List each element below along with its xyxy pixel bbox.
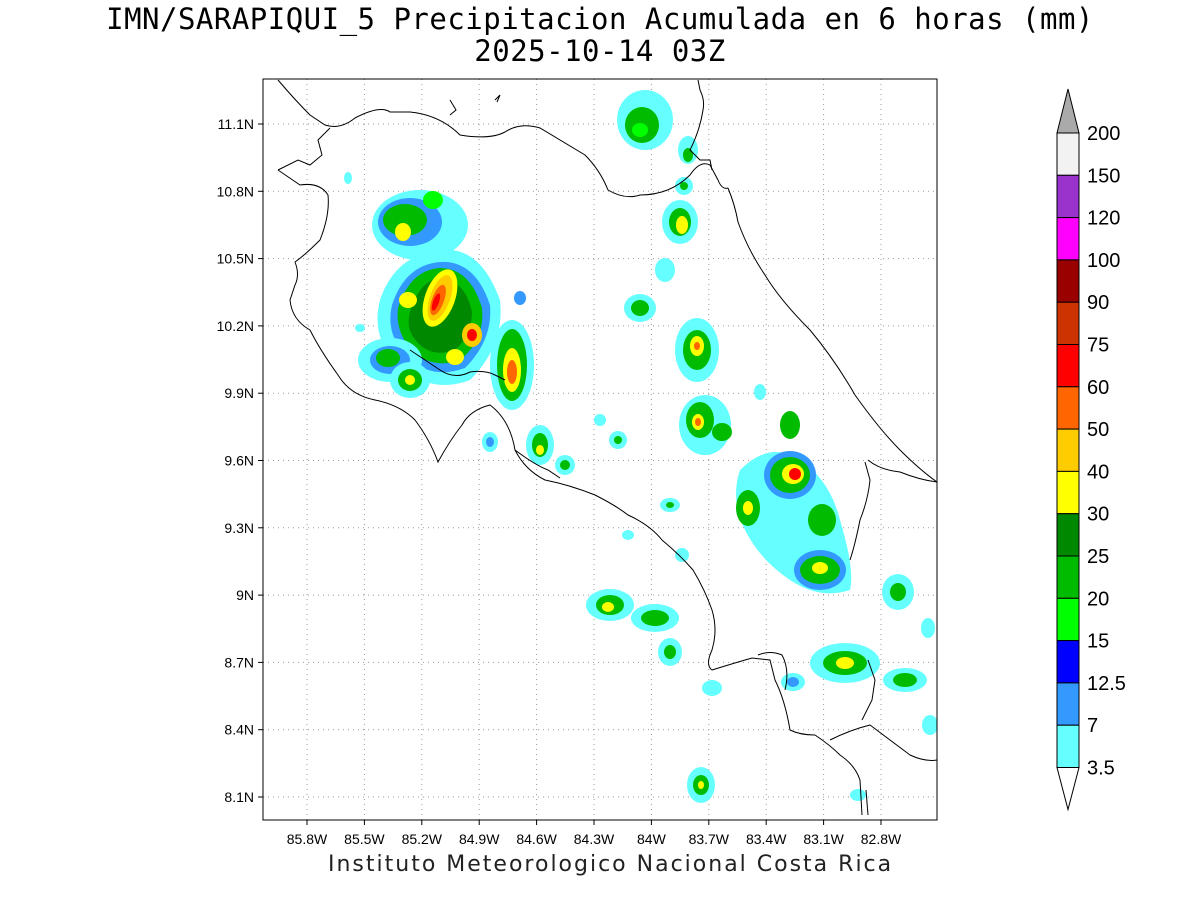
lon-tick-label: 83.1W [803, 831, 844, 847]
footer-credit: Instituto Meteorologico Nacional Costa R… [328, 852, 894, 877]
colorbar-swatch [1056, 259, 1080, 303]
colorbar-label: 25 [1087, 546, 1109, 568]
lon-tick-label: 82.8W [861, 831, 902, 847]
colorbar-label: 12.5 [1087, 673, 1126, 695]
lat-tick-label: 9.9N [224, 385, 254, 401]
colorbar-swatch [1056, 470, 1080, 515]
map-frame [262, 78, 938, 821]
precip-scattered [344, 172, 935, 638]
colorbar-label: 7 [1087, 715, 1098, 737]
lat-tick-label: 11.1N [218, 116, 254, 132]
precip-cell-main [377, 249, 501, 385]
precip-cell-south [586, 574, 937, 803]
precip-cell-nw [372, 190, 468, 260]
colorbar-cap-top [1056, 88, 1080, 134]
colorbar: 200 150 120 100 90 75 60 50 40 30 25 20 15 12.5 7 3.5 [1056, 88, 1126, 812]
colorbar-swatch [1056, 428, 1080, 472]
colorbar-label: 100 [1087, 250, 1120, 272]
lat-tick-label: 8.1N [224, 789, 254, 805]
colorbar-swatch [1056, 217, 1080, 261]
colorbar-swatch [1056, 132, 1080, 176]
lat-tick-label: 10.8N [217, 183, 254, 199]
lat-tick-label: 10.5N [217, 251, 254, 267]
colorbar-swatch [1056, 386, 1080, 430]
precip-cell-ne [617, 90, 698, 322]
colorbar-swatch [1056, 301, 1080, 346]
lon-tick-label: 85.5W [344, 831, 385, 847]
precipitation-field [344, 90, 937, 803]
longitude-axis: 85.8W 85.5W 85.2W 84.9W 84.6W 84.3W 84W 83.7W 83… [287, 820, 902, 847]
lat-tick-label: 8.7N [224, 654, 254, 670]
lon-tick-label: 83.7W [689, 831, 730, 847]
colorbar-label: 200 [1087, 123, 1120, 145]
colorbar-label: 60 [1087, 377, 1109, 399]
colorbar-swatch [1056, 513, 1080, 557]
colorbar-label: 3.5 [1087, 758, 1115, 780]
colorbar-swatch [1056, 724, 1080, 769]
colorbar-label: 30 [1087, 504, 1109, 526]
lat-tick-label: 10.2N [217, 318, 254, 334]
lon-tick-label: 84.6W [516, 831, 557, 847]
colorbar-swatch [1056, 640, 1080, 684]
colorbar-label: 120 [1087, 208, 1120, 230]
colorbar-swatch [1056, 344, 1080, 388]
colorbar-label: 40 [1087, 461, 1109, 483]
lon-tick-label: 84W [637, 831, 667, 847]
lat-tick-label: 9.6N [224, 453, 254, 469]
latitude-axis: 11.1N 10.8N 10.5N 10.2N 9.9N 9.6N 9.3N 9N 8.7N 8.… [217, 116, 263, 805]
lat-tick-label: 9N [236, 587, 254, 603]
colorbar-label: 15 [1087, 631, 1109, 653]
lon-tick-label: 85.2W [402, 831, 443, 847]
colorbar-label: 75 [1087, 335, 1109, 357]
precip-cell-central [490, 320, 575, 475]
colorbar-swatch [1056, 174, 1080, 219]
colorbar-label: 90 [1087, 292, 1109, 314]
lon-tick-label: 85.8W [287, 831, 328, 847]
lat-tick-label: 8.4N [224, 722, 254, 738]
map-title: IMN/SARAPIQUI_5 Precipitacion Acumulada … [106, 2, 1094, 36]
map-subtitle-date: 2025-10-14 03Z [474, 34, 726, 68]
lat-tick-label: 9.3N [224, 520, 254, 536]
precip-cell-west [358, 338, 430, 398]
lon-tick-label: 83.4W [746, 831, 787, 847]
lon-tick-label: 84.3W [574, 831, 615, 847]
colorbar-cap-bottom [1056, 767, 1080, 812]
lon-tick-label: 84.9W [459, 831, 500, 847]
colorbar-swatch [1056, 597, 1080, 642]
precip-cell-se [736, 411, 852, 594]
colorbar-swatch [1056, 682, 1080, 726]
coastline-borders [277, 79, 937, 816]
precip-cell-mid-east [675, 318, 732, 455]
colorbar-label: 150 [1087, 165, 1120, 187]
colorbar-label: 20 [1087, 588, 1109, 610]
colorbar-swatch [1056, 555, 1080, 599]
map-gridlines [263, 79, 937, 820]
colorbar-label: 50 [1087, 419, 1109, 441]
